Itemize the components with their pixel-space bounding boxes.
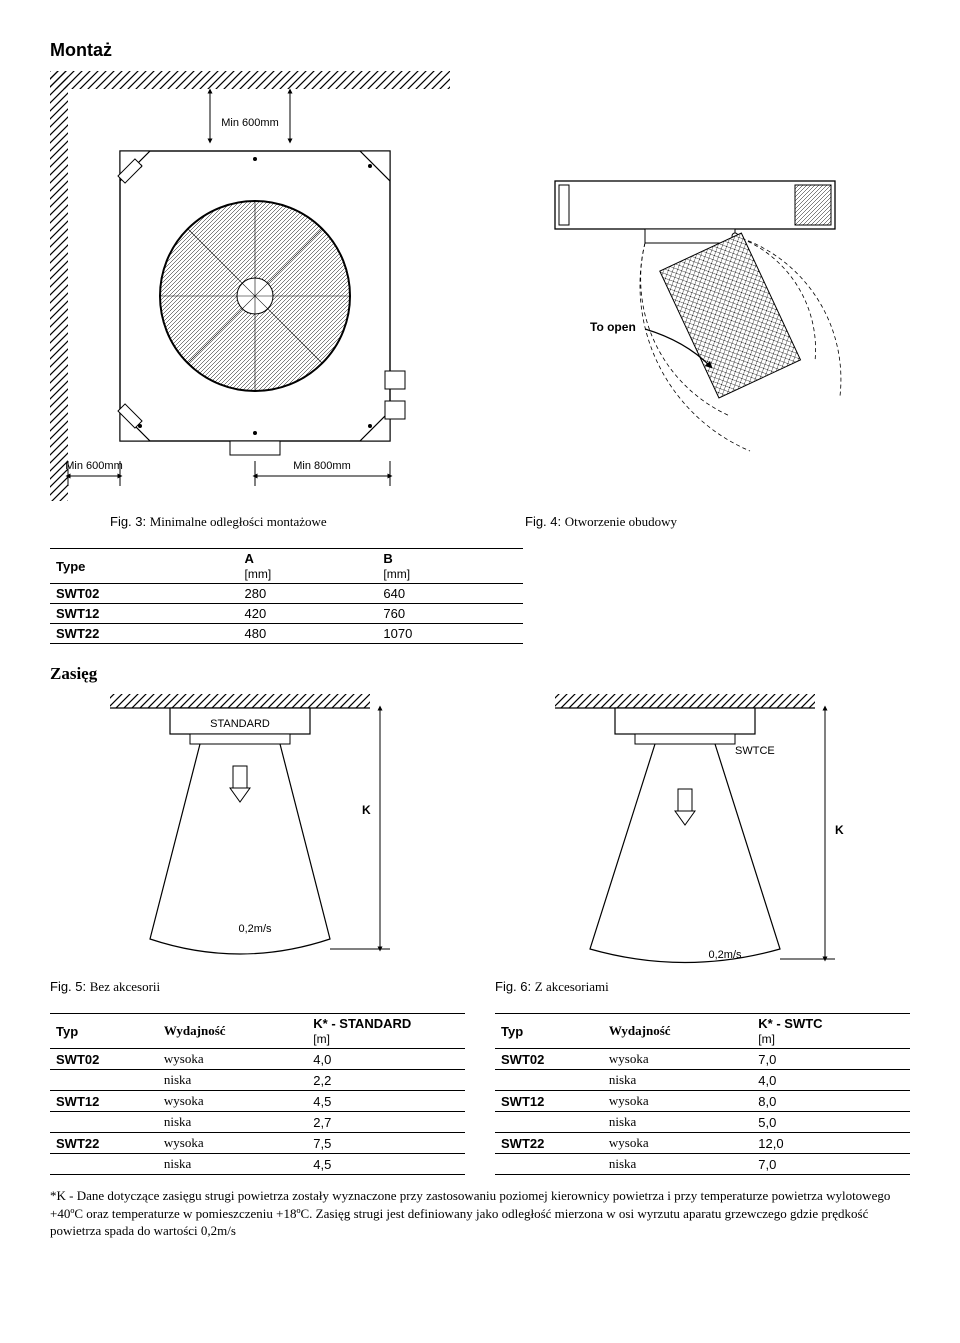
captions-row-1: Fig. 3: Minimalne odległości montażowe F…: [50, 509, 910, 540]
th-b: B[mm]: [377, 549, 523, 584]
fig4-num: Fig. 4:: [525, 514, 561, 529]
table-row: niska2,7: [50, 1112, 465, 1133]
speed-label-left: 0,2m/s: [238, 923, 272, 935]
fig6-num: Fig. 6:: [495, 979, 531, 994]
table-row: SWT22wysoka12,0: [495, 1133, 910, 1154]
table-row: SWT02wysoka7,0: [495, 1049, 910, 1070]
th-wyd: Wydajność: [158, 1014, 307, 1049]
k-table-swtc: Typ Wydajność K* - SWTC[m] SWT02wysoka7,…: [495, 1013, 910, 1175]
fig6-cap: Z akcesoriami: [535, 979, 609, 994]
k-label-left: K: [362, 803, 371, 817]
table-row: niska2,2: [50, 1070, 465, 1091]
fig3-num: Fig. 3:: [110, 514, 146, 529]
figure-6-caption: Fig. 6: Z akcesoriami: [495, 979, 910, 995]
th-typ: Typ: [50, 1014, 158, 1049]
th-type: Type: [50, 549, 239, 584]
figure-5-svg: STANDARD K 0,2m/s: [50, 694, 450, 974]
section-title-zasieg: Zasięg: [50, 664, 910, 684]
table-row: niska7,0: [495, 1154, 910, 1175]
figure-6-svg: SWTCE K 0,2m/s: [495, 694, 895, 974]
figure-4-container: To open: [495, 71, 910, 501]
figure-5-caption: Fig. 5: Bez akcesorii: [50, 979, 465, 995]
figure-5-container: STANDARD K 0,2m/s Fig. 5: Bez akcesorii: [50, 694, 465, 1005]
standard-box-label: STANDARD: [210, 718, 270, 730]
figure-3-caption: Fig. 3: Minimalne odległości montażowe: [50, 514, 495, 530]
table-row: SWT12wysoka8,0: [495, 1091, 910, 1112]
figures-row-2: STANDARD K 0,2m/s Fig. 5: Bez akcesorii: [50, 694, 910, 1005]
fig3-cap: Minimalne odległości montażowe: [150, 514, 327, 529]
swtce-box-label: SWTCE: [735, 745, 775, 757]
figure-4-caption: Fig. 4: Otworzenie obudowy: [525, 514, 910, 530]
figures-row-1: Min 600mm: [50, 71, 910, 501]
figure-3-container: Min 600mm: [50, 71, 465, 501]
table-row: niska5,0: [495, 1112, 910, 1133]
k-table-standard: Typ Wydajność K* - STANDARD[m] SWT02wyso…: [50, 1013, 465, 1175]
down-arrow-icon: [230, 766, 250, 802]
fig5-num: Fig. 5:: [50, 979, 86, 994]
k-table-left-container: Typ Wydajność K* - STANDARD[m] SWT02wyso…: [50, 1013, 465, 1175]
fig5-cap: Bez akcesorii: [90, 979, 160, 994]
k-table-right-container: Typ Wydajność K* - SWTC[m] SWT02wysoka7,…: [495, 1013, 910, 1175]
footnote-k: *K - Dane dotyczące zasięgu strugi powie…: [50, 1187, 910, 1240]
section-title-montaz: Montaż: [50, 40, 910, 61]
table-row: SWT22 480 1070: [50, 624, 523, 644]
annot-right: Min 800mm: [293, 460, 350, 472]
th-typ: Typ: [495, 1014, 603, 1049]
annot-top: Min 600mm: [221, 117, 278, 129]
figure-6-container: SWTCE K 0,2m/s Fig. 6: Z akcesoriami: [495, 694, 910, 1005]
table-row: SWT12wysoka4,5: [50, 1091, 465, 1112]
k-label-right: K: [835, 823, 844, 837]
k-tables-row: Typ Wydajność K* - STANDARD[m] SWT02wyso…: [50, 1013, 910, 1175]
table-row: SWT22wysoka7,5: [50, 1133, 465, 1154]
fig4-cap: Otworzenie obudowy: [565, 514, 677, 529]
th-k: K* - STANDARD[m]: [307, 1014, 465, 1049]
table-row: SWT02 280 640: [50, 584, 523, 604]
figure-4-svg: To open: [495, 161, 895, 481]
figure-3-svg: Min 600mm: [50, 71, 450, 501]
table-row: niska4,5: [50, 1154, 465, 1175]
th-wyd: Wydajność: [603, 1014, 752, 1049]
type-dimension-table: Type A[mm] B[mm] SWT02 280 640 SWT12 420…: [50, 548, 523, 644]
annot-left: Min 600mm: [65, 460, 122, 472]
table-row: niska4,0: [495, 1070, 910, 1091]
down-arrow-icon: [675, 789, 695, 825]
table-row: SWT02wysoka4,0: [50, 1049, 465, 1070]
table-row: SWT12 420 760: [50, 604, 523, 624]
to-open-label: To open: [590, 320, 636, 334]
th-k: K* - SWTC[m]: [752, 1014, 910, 1049]
th-a: A[mm]: [239, 549, 378, 584]
speed-label-right: 0,2m/s: [708, 949, 742, 961]
